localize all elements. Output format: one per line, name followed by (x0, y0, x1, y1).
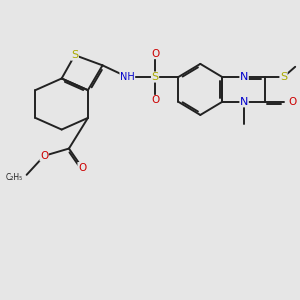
Text: O: O (151, 95, 159, 105)
Text: N: N (240, 97, 248, 107)
Text: NH: NH (120, 72, 135, 82)
Text: O: O (40, 151, 48, 161)
Text: O: O (288, 97, 296, 107)
Text: S: S (280, 72, 287, 82)
Text: C₂H₅: C₂H₅ (6, 173, 23, 182)
Text: S: S (71, 50, 78, 60)
Text: S: S (152, 72, 159, 82)
Text: O: O (151, 49, 159, 59)
Text: O: O (78, 163, 86, 172)
Text: N: N (240, 72, 248, 82)
